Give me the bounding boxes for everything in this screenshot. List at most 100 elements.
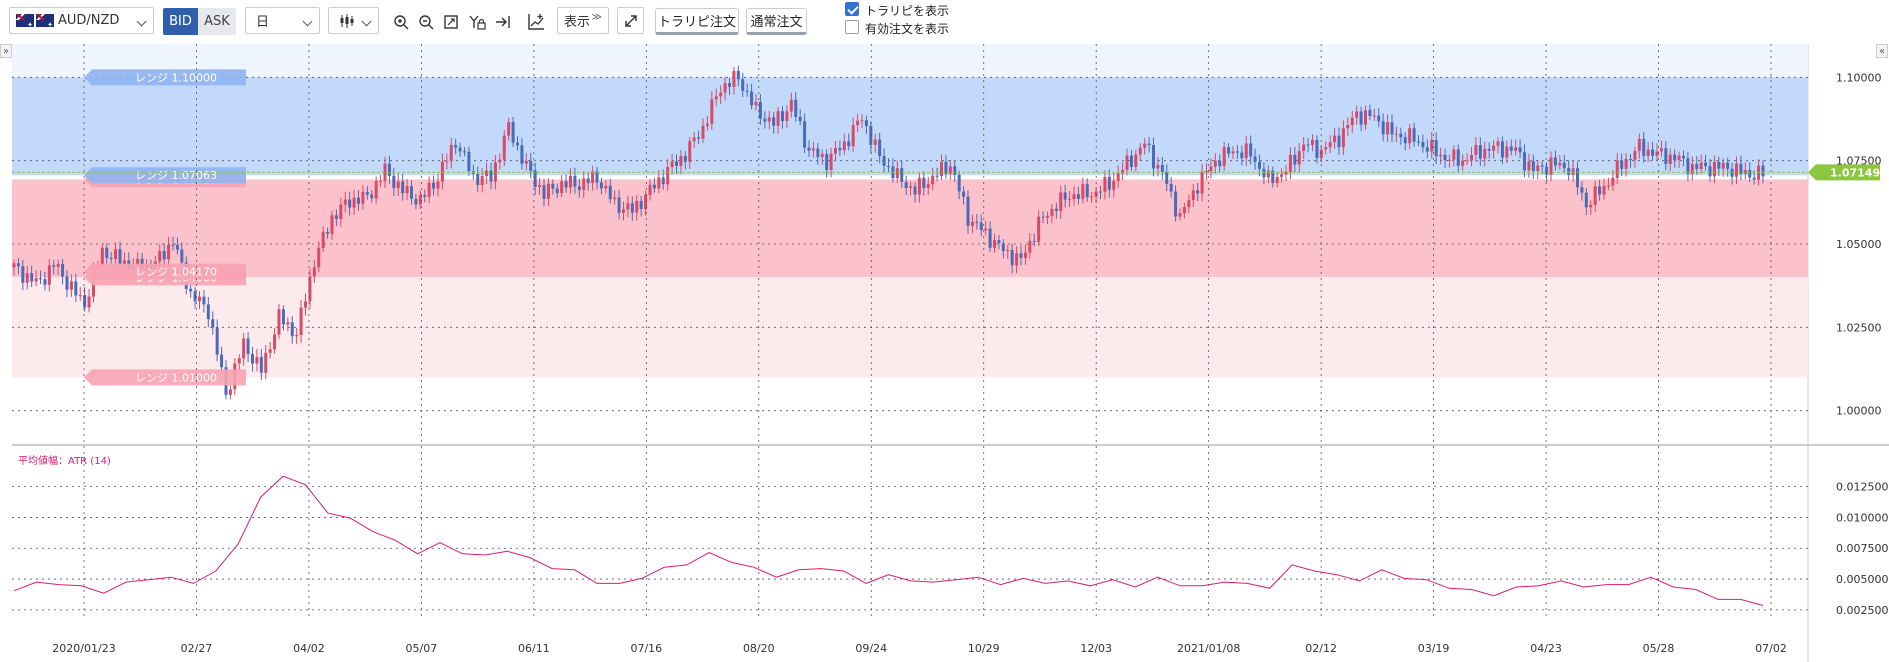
candle <box>1196 183 1200 202</box>
candle <box>237 354 241 371</box>
candle <box>962 186 966 205</box>
candle <box>277 304 281 340</box>
candle <box>1315 135 1319 164</box>
fullscreen-button[interactable] <box>617 7 644 34</box>
candle <box>1156 157 1160 177</box>
fit-screen-button[interactable] <box>438 8 464 35</box>
candle <box>167 236 171 267</box>
candle <box>507 117 511 141</box>
y-axis-lock-button[interactable] <box>464 8 490 35</box>
normal-order-button[interactable]: 通常注文 <box>746 8 807 35</box>
range-label: レンジ 1.04170 <box>84 263 246 280</box>
candle <box>1646 142 1650 162</box>
range-band-buy-faint <box>12 277 1808 378</box>
candle <box>979 214 983 237</box>
candle <box>511 116 515 147</box>
indicator-button[interactable] <box>523 8 549 35</box>
show-active-orders-checkbox[interactable] <box>845 20 859 34</box>
candle <box>1368 104 1372 121</box>
candle <box>1514 139 1518 156</box>
candle <box>820 149 824 166</box>
candle <box>502 130 506 167</box>
candle <box>1116 165 1120 189</box>
candle <box>25 266 29 290</box>
candle <box>175 237 179 255</box>
right-panel-toggle[interactable]: « <box>1876 44 1888 58</box>
svg-text:レンジ 1.10000: レンジ 1.10000 <box>135 71 217 84</box>
ask-button[interactable]: ASK <box>198 8 236 35</box>
candle <box>268 342 272 359</box>
candle <box>1549 151 1553 182</box>
candle <box>970 214 974 234</box>
candle <box>1593 180 1597 212</box>
candle <box>1050 203 1054 224</box>
candle <box>873 133 877 153</box>
trailing-order-button[interactable]: トラリピ注文 <box>655 8 739 35</box>
candle <box>436 173 440 197</box>
candle <box>1743 162 1747 180</box>
candle <box>1606 177 1610 191</box>
display-menu-button[interactable]: 表示 ≫ <box>557 7 609 34</box>
current-price-tag: 1.07149 <box>1808 164 1880 181</box>
candle <box>842 133 846 155</box>
candle <box>697 130 701 145</box>
candle <box>754 93 758 111</box>
bid-button[interactable]: BID <box>163 8 198 35</box>
zoom-in-button[interactable] <box>388 8 414 35</box>
price-tick-label: 1.02500 <box>1836 321 1882 334</box>
candle <box>599 177 603 195</box>
candle <box>1138 143 1142 161</box>
candle <box>1178 208 1182 221</box>
left-panel-toggle[interactable]: » <box>0 44 12 58</box>
zoom-out-button[interactable] <box>413 8 439 35</box>
date-tick-label: 04/23 <box>1530 642 1562 655</box>
candle <box>582 170 586 198</box>
candle <box>1063 184 1067 208</box>
candle <box>997 234 1001 250</box>
candle <box>83 287 87 312</box>
candle <box>926 176 930 196</box>
candle <box>467 146 471 176</box>
candle <box>1761 160 1765 184</box>
date-tick-label: 04/02 <box>293 642 325 655</box>
candle <box>334 209 338 227</box>
candle <box>1456 144 1460 172</box>
timeframe-select[interactable]: 日 <box>245 7 320 34</box>
currency-pair-select[interactable]: AUD/NZD <box>9 7 154 34</box>
candle <box>745 83 749 97</box>
candle <box>370 190 374 203</box>
candle <box>1655 143 1659 161</box>
candle <box>365 186 369 200</box>
candle <box>1076 186 1080 205</box>
candle <box>595 166 599 190</box>
candle <box>476 166 480 192</box>
candle <box>1686 151 1690 182</box>
double-chevron-down-icon: ≫ <box>591 12 602 23</box>
candle <box>1527 153 1531 178</box>
svg-text:レンジ 1.01000: レンジ 1.01000 <box>135 371 217 384</box>
jump-to-latest-button[interactable] <box>490 8 516 35</box>
candle <box>878 132 882 164</box>
candle <box>43 271 47 291</box>
candle <box>1412 122 1416 147</box>
chart-type-select[interactable] <box>328 7 379 34</box>
candle <box>1562 154 1566 174</box>
svg-text:レンジ 1.04170: レンジ 1.04170 <box>135 266 217 279</box>
candle <box>1041 211 1045 224</box>
candle <box>1545 161 1549 182</box>
candle <box>1271 166 1275 188</box>
candle <box>1160 156 1164 180</box>
candle <box>30 265 34 288</box>
svg-text:レンジ 1.07063: レンジ 1.07063 <box>135 169 217 182</box>
candle <box>1682 150 1685 167</box>
range-label: レンジ 1.10000 <box>84 69 246 86</box>
candle <box>1461 154 1465 171</box>
candle <box>317 241 321 273</box>
candle <box>586 171 590 191</box>
candle <box>171 236 175 251</box>
candle <box>1028 232 1032 259</box>
show-trailing-checkbox[interactable] <box>845 2 859 16</box>
chevron-down-icon <box>361 16 372 27</box>
